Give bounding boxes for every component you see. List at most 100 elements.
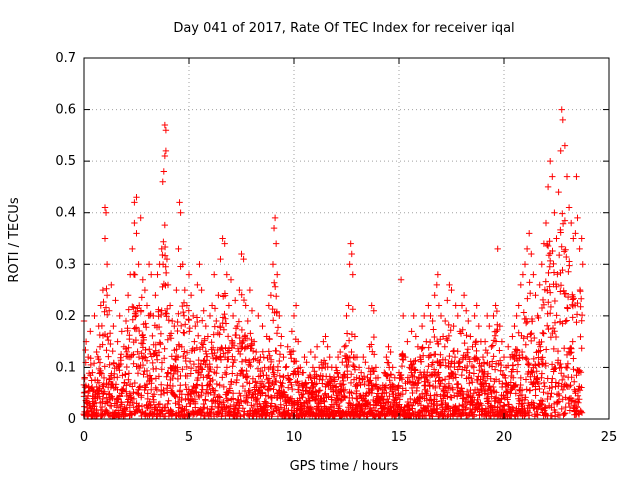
data-point: [244, 317, 251, 325]
data-point: [124, 292, 132, 299]
data-point: [450, 322, 457, 330]
data-point: [91, 312, 98, 320]
data-point: [286, 348, 293, 356]
data-point: [316, 364, 323, 371]
data-point: [425, 302, 432, 309]
data-point: [534, 312, 541, 320]
data-point: [185, 271, 193, 278]
data-point: [444, 297, 451, 304]
data-point: [408, 328, 415, 335]
data-point: [513, 312, 520, 320]
data-point: [102, 209, 110, 216]
data-point: [190, 312, 197, 320]
data-point: [221, 240, 228, 247]
data-point: [532, 292, 539, 299]
data-point: [299, 369, 306, 376]
x-tick-label: 5: [185, 430, 193, 445]
data-point: [309, 364, 317, 371]
data-point: [135, 261, 142, 268]
data-point: [150, 312, 157, 320]
data-point: [305, 374, 312, 381]
data-point: [120, 343, 128, 350]
data-point: [579, 261, 586, 268]
data-point: [253, 348, 260, 356]
data-point: [337, 348, 344, 356]
data-point: [171, 322, 178, 330]
data-point: [200, 307, 207, 314]
data-point: [99, 286, 107, 294]
x-tick-label: 0: [80, 430, 88, 445]
data-point: [404, 338, 411, 345]
data-point: [131, 199, 138, 206]
data-point: [290, 312, 298, 320]
data-point: [110, 322, 117, 330]
data-point: [465, 317, 472, 325]
data-point: [573, 173, 580, 180]
data-point: [402, 353, 409, 361]
y-tick-label: 0.5: [55, 154, 76, 169]
data-point: [274, 271, 281, 278]
data-point: [452, 302, 459, 309]
data-point: [555, 188, 562, 196]
data-point: [131, 219, 138, 227]
data-point: [435, 302, 443, 309]
data-point: [381, 369, 388, 376]
data-point: [544, 183, 552, 191]
data-point: [446, 281, 453, 289]
data-point: [196, 261, 203, 268]
data-point: [370, 307, 377, 314]
data-point: [280, 353, 287, 361]
data-point: [192, 322, 199, 330]
data-point: [530, 271, 537, 278]
data-point: [576, 245, 583, 253]
y-tick-label: 0.1: [55, 360, 76, 375]
data-point: [387, 348, 394, 356]
data-point: [166, 302, 174, 309]
data-point: [278, 333, 285, 340]
x-tick-label: 20: [496, 430, 513, 445]
data-point: [492, 302, 499, 309]
data-point: [557, 147, 564, 155]
data-point: [412, 333, 419, 340]
data-point: [303, 359, 310, 366]
data-point: [326, 353, 333, 361]
data-point: [183, 302, 191, 309]
data-point: [397, 276, 405, 283]
data-point: [410, 312, 417, 320]
data-point: [271, 214, 279, 222]
data-point: [379, 390, 386, 397]
data-point: [122, 317, 130, 325]
data-point: [93, 348, 100, 356]
data-point: [454, 312, 461, 320]
y-tick-label: 0.2: [55, 309, 76, 324]
chart-title: Day 041 of 2017, Rate Of TEC Index for r…: [173, 21, 514, 36]
data-point: [374, 374, 382, 381]
data-point: [108, 281, 115, 289]
data-point: [572, 230, 579, 237]
data-point: [103, 261, 111, 268]
data-point: [176, 199, 183, 206]
data-point: [366, 343, 373, 350]
data-point: [269, 261, 277, 268]
data-point: [97, 302, 104, 309]
data-point: [307, 348, 314, 356]
data-point: [561, 142, 569, 149]
data-point: [246, 286, 254, 294]
data-point: [383, 353, 390, 361]
data-point: [473, 302, 480, 309]
data-point: [418, 322, 426, 330]
data-point: [423, 338, 430, 345]
data-point: [133, 194, 140, 201]
data-point: [391, 374, 398, 381]
data-point: [500, 353, 508, 361]
data-point: [181, 286, 188, 294]
data-point: [270, 224, 278, 232]
data-point: [536, 281, 543, 289]
data-point: [434, 271, 442, 278]
data-point: [568, 219, 575, 227]
data-point: [213, 317, 220, 325]
data-point: [416, 353, 424, 361]
data-point: [162, 147, 170, 155]
data-point: [471, 312, 478, 320]
data-point: [538, 261, 545, 268]
